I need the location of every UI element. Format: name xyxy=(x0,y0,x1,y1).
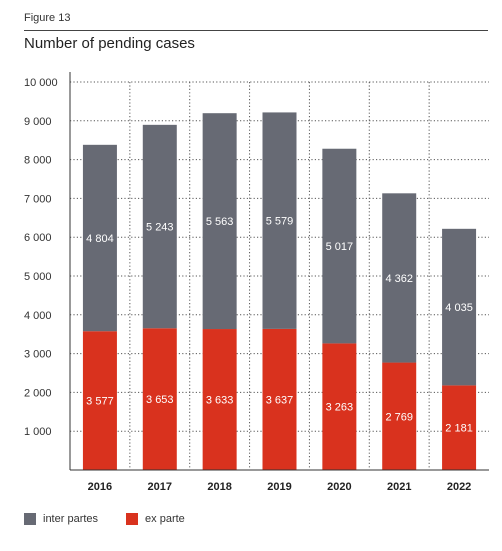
x-tick-label: 2018 xyxy=(207,481,231,493)
bar-inter-partes xyxy=(322,148,357,344)
bar-inter-partes xyxy=(262,112,297,329)
data-label-inter-partes: 4 035 xyxy=(445,302,473,314)
data-label-inter-partes: 4 804 xyxy=(86,233,114,245)
y-tick-label: 6 000 xyxy=(24,232,52,244)
bar-ex-parte xyxy=(382,362,417,470)
x-tick-label: 2016 xyxy=(88,481,112,493)
bar-inter-partes xyxy=(82,144,117,332)
y-tick-label: 10 000 xyxy=(24,77,58,89)
bar-ex-parte xyxy=(262,328,297,470)
x-tick-label: 2022 xyxy=(447,481,471,493)
y-tick-label: 2 000 xyxy=(24,387,52,399)
bar-ex-parte xyxy=(82,331,117,470)
figure-label: Figure 13 xyxy=(24,12,71,24)
data-label-ex-parte: 3 637 xyxy=(266,394,294,406)
data-label-inter-partes: 5 563 xyxy=(206,216,234,228)
bar-inter-partes xyxy=(442,228,477,386)
data-label-ex-parte: 3 577 xyxy=(86,396,114,408)
chart-legend: inter partes ex parte xyxy=(24,513,213,525)
data-label-inter-partes: 4 362 xyxy=(385,273,413,285)
bar-ex-parte xyxy=(142,328,177,470)
legend-swatch-inter-partes xyxy=(24,513,36,525)
legend-item-ex-parte: ex parte xyxy=(126,513,185,525)
data-label-inter-partes: 5 579 xyxy=(266,216,294,228)
x-tick-label: 2020 xyxy=(327,481,351,493)
legend-item-inter-partes: inter partes xyxy=(24,513,98,525)
data-label-ex-parte: 3 633 xyxy=(206,395,234,407)
y-tick-label: 7 000 xyxy=(24,193,52,205)
data-label-ex-parte: 2 769 xyxy=(385,411,413,423)
x-tick-label: 2017 xyxy=(148,481,172,493)
y-tick-label: 8 000 xyxy=(24,155,52,167)
y-tick-label: 9 000 xyxy=(24,116,52,128)
y-tick-label: 5 000 xyxy=(24,271,52,283)
x-tick-label: 2019 xyxy=(267,481,291,493)
bar-inter-partes xyxy=(202,113,237,330)
x-tick-label: 2021 xyxy=(387,481,411,493)
y-tick-label: 4 000 xyxy=(24,310,52,322)
data-label-inter-partes: 5 017 xyxy=(326,241,354,253)
legend-swatch-ex-parte xyxy=(126,513,139,525)
legend-label-inter-partes: inter partes xyxy=(43,513,99,525)
legend-label-ex-parte: ex parte xyxy=(145,513,185,525)
data-label-ex-parte: 3 263 xyxy=(326,402,354,414)
chart-title: Number of pending cases xyxy=(24,35,195,52)
bar-ex-parte xyxy=(442,385,477,470)
data-label-ex-parte: 3 653 xyxy=(146,394,174,406)
bar-inter-partes xyxy=(142,124,177,329)
y-tick-label: 3 000 xyxy=(24,349,52,361)
y-tick-label: 1 000 xyxy=(24,426,52,438)
bar-ex-parte xyxy=(202,329,237,470)
title-rule xyxy=(24,30,488,31)
bar-ex-parte xyxy=(322,343,357,470)
bar-inter-partes xyxy=(382,193,417,363)
data-label-inter-partes: 5 243 xyxy=(146,222,174,234)
data-label-ex-parte: 2 181 xyxy=(445,423,473,435)
